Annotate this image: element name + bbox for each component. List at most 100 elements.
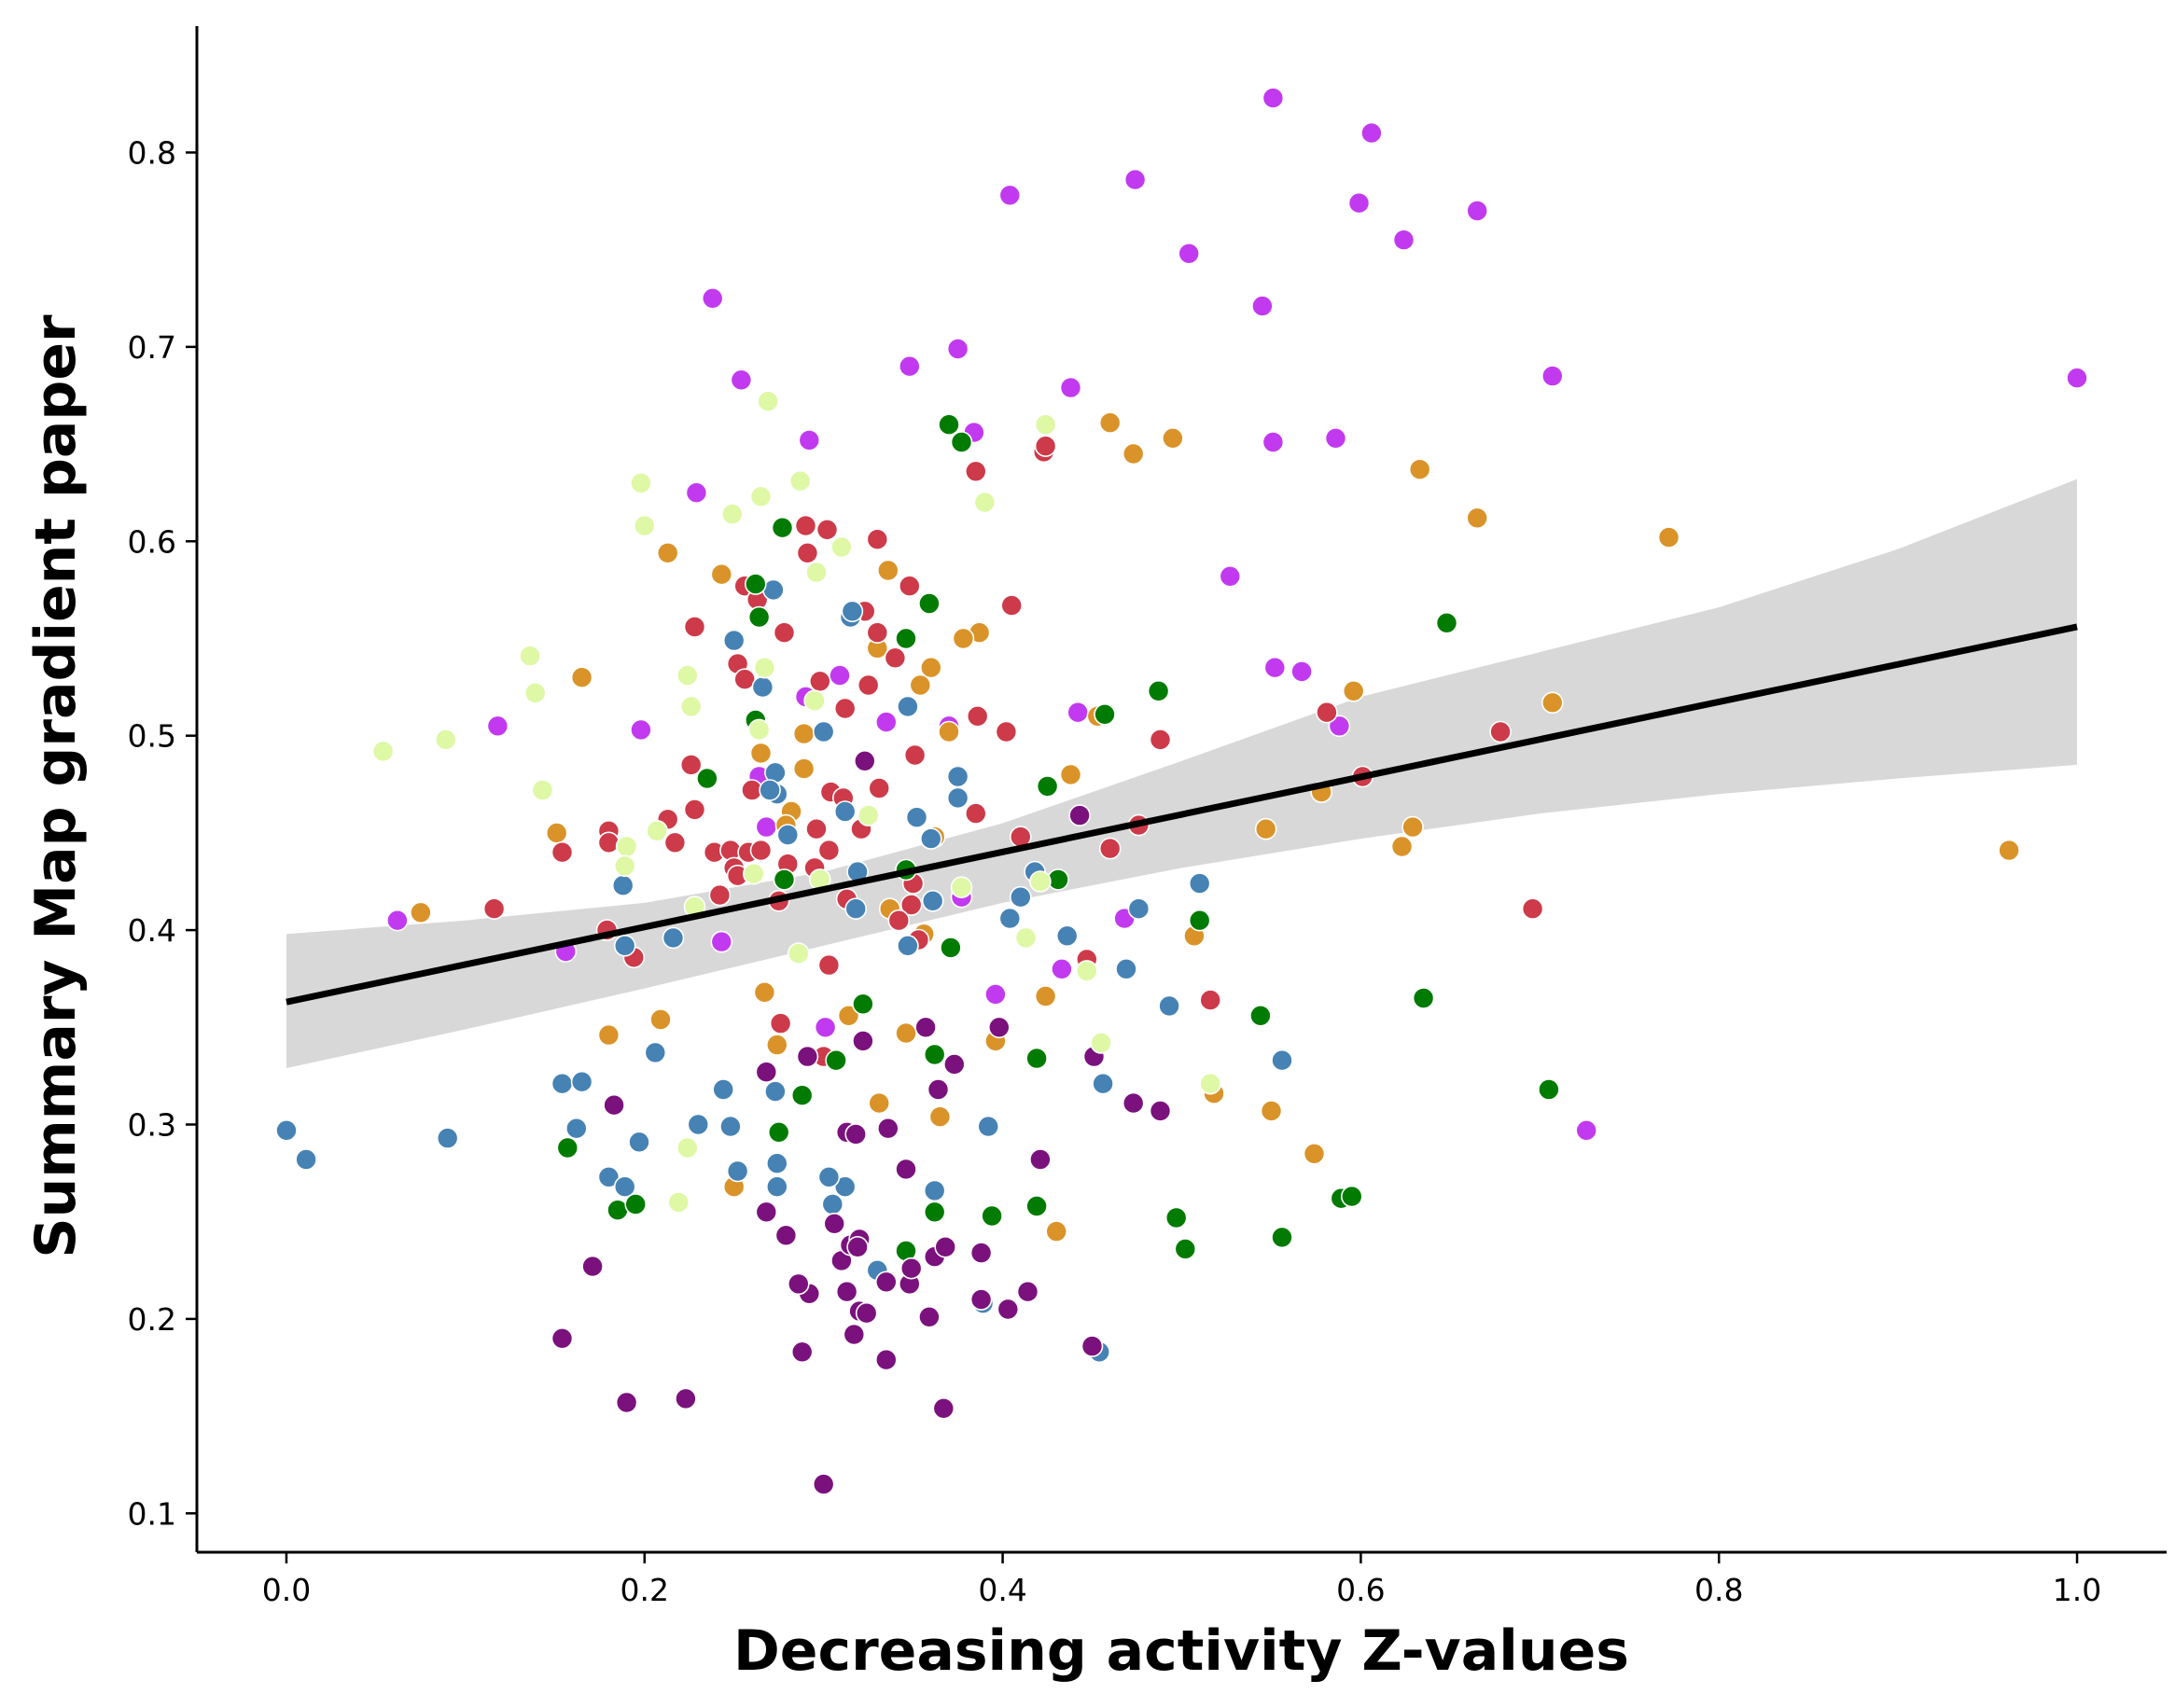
data-point [998,907,1022,930]
data-point [773,621,796,645]
data-point [1341,1185,1363,1208]
data-point [805,817,828,840]
data-point [1149,1100,1172,1122]
data-point [687,1113,710,1136]
data-point [771,516,794,539]
data-point [747,718,771,742]
data-point [853,749,876,772]
data-point [997,1298,1020,1321]
data-point [833,1175,857,1198]
data-point [812,720,835,743]
data-point [984,983,1007,1006]
data-point [876,559,899,582]
data-point [663,831,687,854]
data-point [556,1136,579,1159]
data-point [685,481,708,505]
data-point [796,541,819,564]
data-point [1051,958,1073,980]
data-point [765,1034,788,1056]
data-point [918,1306,941,1328]
confidence-band [286,479,2077,1069]
data-point [615,835,638,858]
data-point [821,1193,844,1215]
data-point [868,777,891,799]
data-point [919,656,942,679]
data-point [1360,121,1383,145]
data-point [841,600,864,623]
data-point [765,1175,788,1198]
data-point [519,645,541,668]
data-point [895,1158,917,1181]
data-point [1219,564,1242,588]
data-point [644,1041,667,1064]
data-point [969,1242,993,1264]
data-point [1188,872,1211,895]
data-point [675,1387,697,1410]
data-point [857,673,880,697]
data-point [679,695,703,718]
x-axis-ticks: 0.0 0.2 0.4 0.6 0.8 1.0 [262,1552,2101,1608]
data-point [676,1136,699,1159]
data-point [523,681,547,704]
data-points [275,87,2088,1495]
data-point [708,883,732,907]
data-point [1199,989,1221,1011]
data-point [371,740,395,763]
data-point [615,1391,638,1414]
data-point [667,1191,690,1214]
data-point [773,868,796,891]
data-point [1262,431,1285,453]
data-point [1055,924,1079,948]
data-point [753,656,776,679]
data-point [613,934,636,957]
data-point [909,673,932,697]
data-point [995,720,1018,743]
data-point [1178,242,1200,265]
data-point [570,666,593,689]
data-point [759,779,781,801]
data-point [844,1123,868,1146]
data-point [903,743,927,767]
data-point [923,1043,946,1066]
data-point [1188,909,1211,932]
data-point [965,802,987,825]
data-point [774,1224,798,1247]
data-point [803,689,826,713]
data-point [895,1021,917,1045]
data-point [1174,1238,1197,1260]
data-point [934,1236,957,1258]
data-point [817,953,841,977]
data-point [434,729,457,751]
data-point [656,541,679,564]
data-point [295,1148,317,1171]
data-point [679,754,703,776]
data-point [932,1397,955,1420]
data-point [1435,611,1458,634]
data-point [1122,1091,1145,1115]
data-point [895,627,917,650]
data-point [966,704,989,728]
data-point [1316,701,1338,724]
data-point [486,715,509,738]
data-point [950,431,973,453]
data-point [551,840,574,864]
data-point [1034,985,1057,1007]
data-point [1068,804,1091,826]
data-point [676,664,699,687]
data-point [624,1193,648,1215]
data-point [1392,229,1415,252]
data-point [884,646,907,670]
data-point [581,1255,604,1278]
data-point [825,1048,847,1072]
data-point [1328,715,1351,738]
data-point [730,368,753,392]
data-point [988,1016,1011,1039]
data-point [1029,1148,1052,1171]
data-point [829,664,851,687]
data-point [755,1201,778,1224]
data-point [833,697,857,720]
data-point [1029,870,1052,893]
data-point [683,616,706,638]
data-point [683,798,706,821]
data-point [1014,926,1038,950]
